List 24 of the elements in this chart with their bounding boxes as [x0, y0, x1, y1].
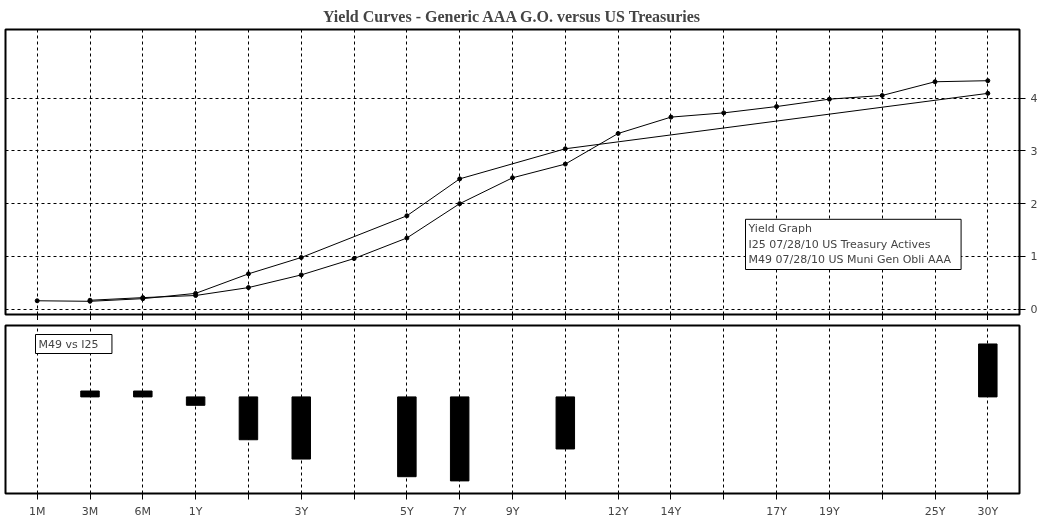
annotation: M49 vs I25 [38, 337, 99, 351]
y-tick-label: 2 [1030, 197, 1038, 211]
annotation: I25 07/28/10 US Treasury Actives [748, 237, 931, 251]
x-tick-label: 6M [134, 504, 152, 518]
chart-title: Yield Curves - Generic AAA G.O. versus US Treasuries [322, 7, 701, 25]
annotation: Yield Graph [747, 222, 812, 236]
y-tick-label: 1 [1030, 250, 1038, 264]
x-tick-label: 25Y [924, 504, 946, 518]
x-tick-label: 1M [28, 504, 46, 518]
x-tick-label: 17Y [766, 504, 788, 518]
x-tick-label: 19Y [819, 504, 841, 518]
y-tick-label: 3 [1030, 144, 1038, 158]
x-tick-label: 30Y [977, 504, 999, 518]
x-tick-label: 1Y [188, 504, 203, 518]
x-tick-label: 14Y [660, 504, 682, 518]
x-tick-label: 7Y [452, 504, 467, 518]
y-tick-label: 0 [1030, 303, 1038, 317]
y-tick-label: 4 [1030, 92, 1038, 106]
x-tick-label: 5Y [400, 504, 415, 518]
x-tick-label: 9Y [505, 504, 520, 518]
x-tick-label: 3M [81, 504, 99, 518]
x-tick-label: 12Y [607, 504, 629, 518]
x-tick-label: 3Y [294, 504, 309, 518]
annotation: M49 07/28/10 US Muni Gen Obli AAA [748, 253, 952, 267]
